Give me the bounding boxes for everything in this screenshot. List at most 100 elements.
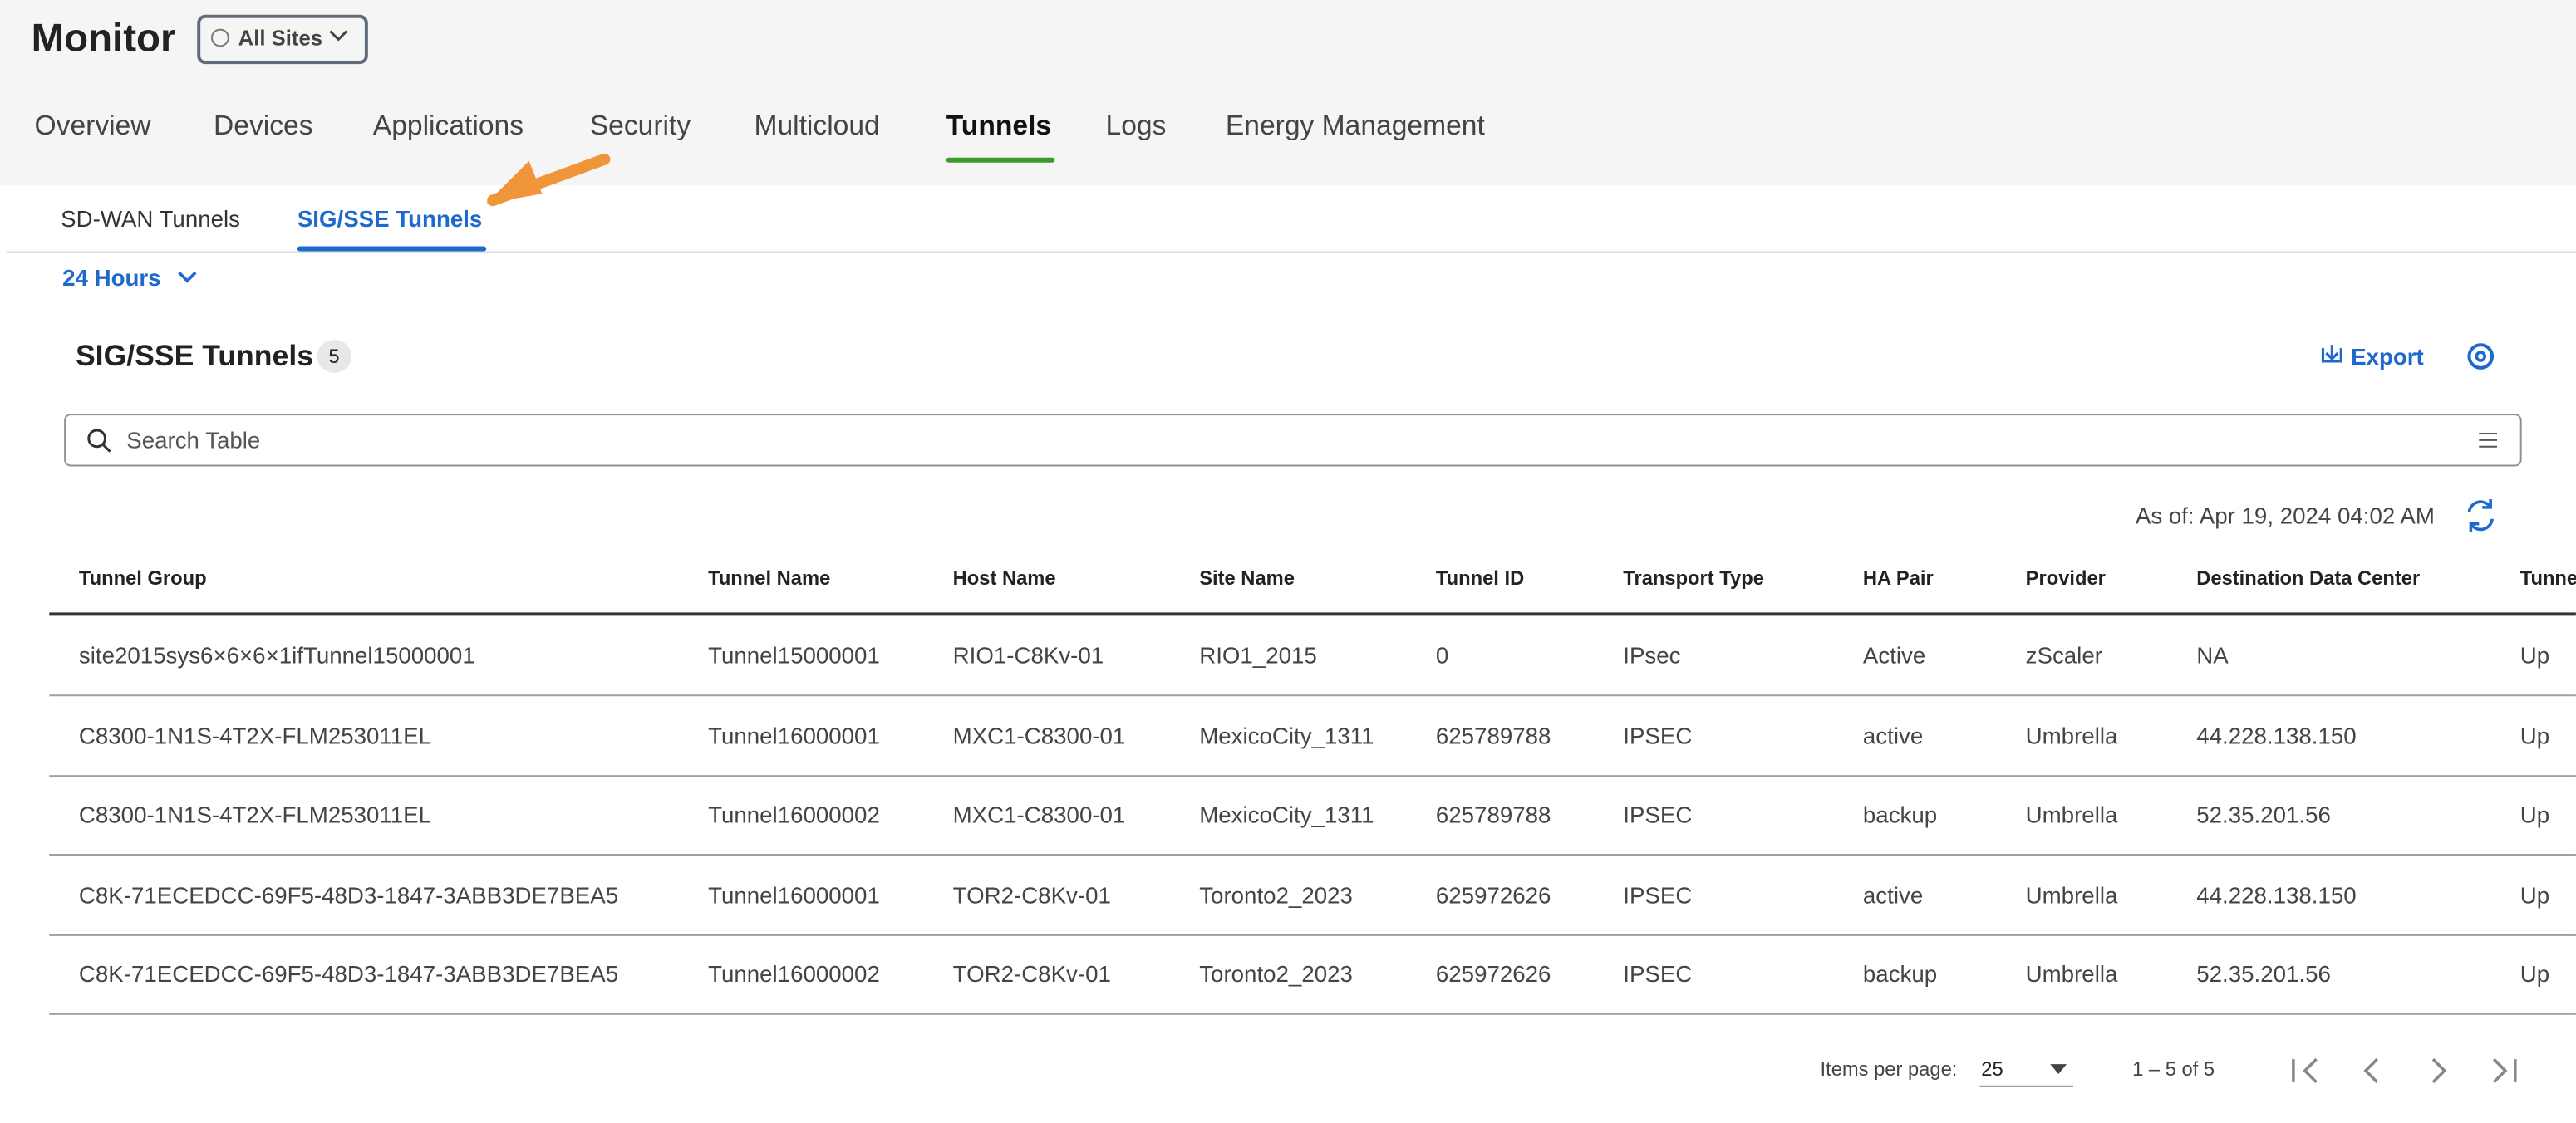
cell: active [1862, 881, 1924, 908]
cell: Umbrella [2025, 722, 2118, 748]
tab[interactable]: Security [589, 110, 691, 142]
items-per-page[interactable]: 25 [1981, 1057, 2003, 1081]
cell: Umbrella [2025, 802, 2118, 828]
row-rule [49, 694, 2576, 697]
select-underline [1979, 1085, 2073, 1087]
cell: Up [2519, 722, 2550, 748]
cell: zScaler [2025, 642, 2102, 669]
row-rule [49, 1013, 2576, 1016]
previous-page[interactable] [2363, 1057, 2378, 1084]
settings-icon[interactable] [2467, 343, 2495, 370]
cell: Tunnel16000002 [708, 802, 880, 828]
globe-icon [211, 28, 229, 47]
row-rule [49, 774, 2576, 777]
cell: Toronto2_2023 [1199, 881, 1353, 908]
refresh-icon[interactable] [2467, 499, 2494, 532]
cell: C8300-1N1S-4T2X-FLM253011EL [78, 802, 432, 828]
subtab-active-indicator [297, 246, 487, 252]
cell: C8300-1N1S-4T2X-FLM253011EL [78, 722, 432, 748]
cell: Tunnel15000001 [708, 642, 880, 669]
cell: Up [2519, 802, 2550, 828]
cell: MXC1-C8300-01 [952, 802, 1126, 828]
settings-icon-center [2475, 351, 2486, 362]
cell: 44.228.138.150 [2196, 722, 2357, 748]
subtab[interactable]: SD-WAN Tunnels [61, 205, 241, 232]
cell: MexicoCity_1311 [1199, 802, 1374, 828]
time-filter[interactable]: 24 Hours [62, 264, 161, 291]
subtab[interactable]: SIG/SSE Tunnels [297, 205, 483, 232]
cell: Up [2519, 881, 2550, 908]
cell: RIO1-C8Kv-01 [952, 642, 1104, 669]
tab[interactable]: Energy Management [1225, 110, 1485, 142]
cell: IPSEC [1623, 802, 1693, 828]
chevron [178, 271, 197, 283]
column-header: Site Name [1199, 566, 1295, 590]
tab[interactable]: Applications [372, 110, 524, 142]
cell: backup [1862, 961, 1938, 988]
cell: TOR2-C8Kv-01 [952, 881, 1111, 908]
first-page[interactable] [2292, 1057, 2318, 1084]
column-header: Destination Data Center [2196, 566, 2421, 590]
cell: Tunnel16000001 [708, 881, 880, 908]
site-selector[interactable] [197, 14, 368, 65]
cell: MexicoCity_1311 [1199, 722, 1374, 748]
tab[interactable]: Devices [214, 110, 313, 142]
cell: C8K-71ECEDCC-69F5-48D3-1847-3ABB3DE7BEA5 [78, 881, 619, 908]
column-header: Transport Type [1623, 566, 1764, 590]
search-box[interactable] [64, 414, 2522, 467]
cell: 625789788 [1435, 722, 1551, 748]
subtab-divider [6, 251, 2576, 253]
cell: Umbrella [2025, 881, 2118, 908]
search-icon [87, 429, 107, 449]
tab[interactable]: Multicloud [754, 110, 880, 142]
cell: RIO1_2015 [1199, 642, 1317, 669]
cell: 625972626 [1435, 961, 1551, 988]
tab[interactable]: Tunnels [946, 110, 1052, 142]
annotation-arrowhead [486, 160, 543, 204]
cell: IPSEC [1623, 961, 1693, 988]
export-button[interactable]: Export [2351, 343, 2424, 370]
cell: 625972626 [1435, 881, 1551, 908]
cell: Umbrella [2025, 961, 2118, 988]
cell: C8K-71ECEDCC-69F5-48D3-1847-3ABB3DE7BEA5 [78, 961, 619, 988]
filter-icon[interactable] [2479, 432, 2498, 448]
cell: Up [2519, 961, 2550, 988]
count-badge: 5 [317, 340, 351, 373]
header-rule [49, 612, 2576, 616]
cell: 44.228.138.150 [2196, 881, 2357, 908]
cell: 52.35.201.56 [2196, 802, 2331, 828]
content-panel [6, 185, 2576, 1123]
cell: 0 [1435, 642, 1449, 669]
cell: site2015sys6×6×6×1ifTunnel15000001 [78, 642, 475, 669]
cell: NA [2196, 642, 2229, 669]
tab-active-indicator [946, 157, 1055, 163]
dropdown-caret[interactable] [2050, 1064, 2067, 1074]
cell: MXC1-C8300-01 [952, 722, 1126, 748]
last-page[interactable] [2492, 1057, 2517, 1084]
cell: Tunnel16000001 [708, 722, 880, 748]
tab[interactable]: Logs [1105, 110, 1167, 142]
cell: Active [1862, 642, 1926, 669]
column-header: Tunnel Name [708, 566, 831, 590]
row-rule [49, 854, 2576, 856]
items-per-page-label: Items per page: [1820, 1057, 1958, 1081]
cell: IPSEC [1623, 722, 1693, 748]
tab[interactable]: Overview [34, 110, 151, 142]
table-title: SIG/SSE Tunnels [75, 339, 314, 372]
search-icon-handle [102, 444, 111, 453]
site-selector-label[interactable]: All Sites [238, 25, 323, 51]
column-header: Tunnel Group [78, 566, 207, 590]
column-header: HA Pair [1862, 566, 1934, 590]
export-icon[interactable] [2321, 345, 2342, 363]
cell: IPsec [1623, 642, 1681, 669]
cell: Toronto2_2023 [1199, 961, 1353, 988]
header [0, 0, 2576, 186]
cell: 625789788 [1435, 802, 1551, 828]
row-rule [49, 934, 2576, 936]
column-header: Tunnel ID [1435, 566, 1525, 590]
cell: 52.35.201.56 [2196, 961, 2331, 988]
next-page[interactable] [2431, 1057, 2447, 1084]
